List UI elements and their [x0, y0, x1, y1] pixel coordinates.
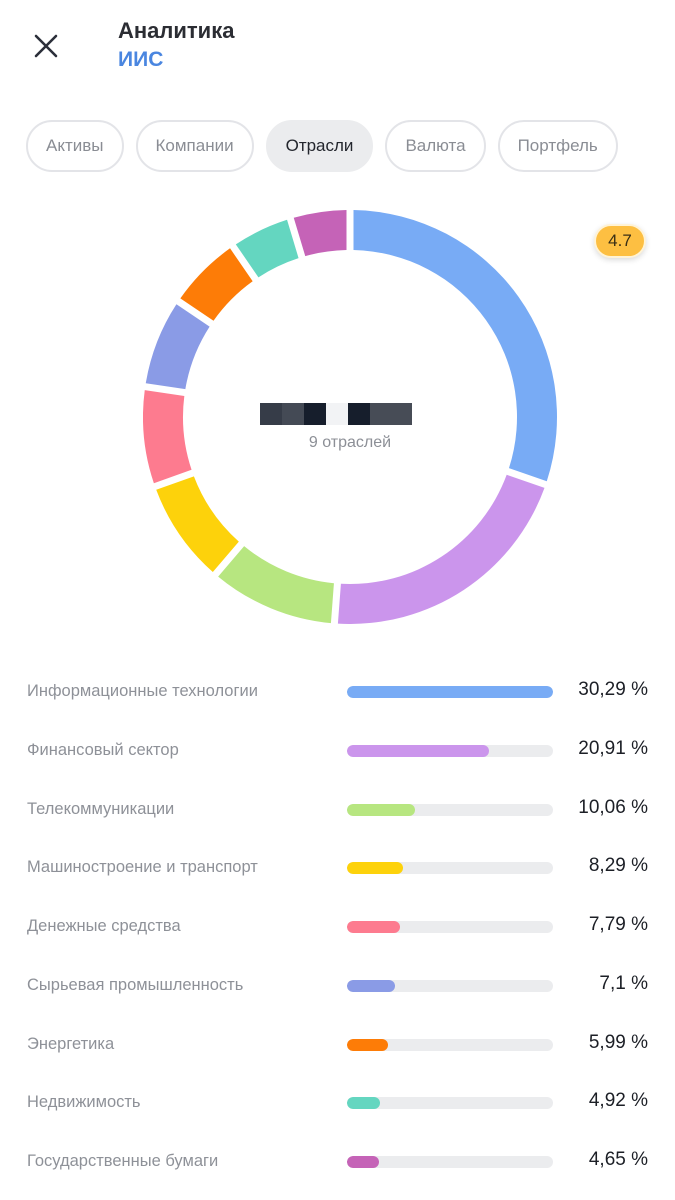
page-title: Аналитика: [118, 18, 235, 43]
sector-bar-track: [347, 803, 553, 816]
sector-percent: 4,92 %: [588, 1090, 648, 1112]
donut-ring: [143, 210, 557, 624]
sector-percent: 8,29 %: [588, 855, 648, 877]
sector-percent: 5,99 %: [588, 1031, 648, 1053]
sector-bar-track: [347, 686, 553, 698]
sector-name: Финансовый сектор: [27, 740, 179, 759]
sector-row[interactable]: Денежные средства 7,79 %: [0, 897, 675, 956]
close-icon: [34, 34, 58, 58]
sector-bar-track: [347, 1038, 553, 1051]
total-value-redacted: [260, 403, 412, 425]
sector-row[interactable]: Энергетика 5,99 %: [0, 1015, 675, 1074]
sector-bar-fill: [347, 803, 416, 816]
sector-donut-chart: 9 отраслей: [143, 210, 557, 624]
sector-row[interactable]: Машиностроение и транспорт 8,29 %: [0, 838, 675, 897]
donut-segment[interactable]: [293, 210, 347, 257]
sector-row[interactable]: Финансовый сектор 20,91 %: [0, 721, 675, 780]
account-subtitle: ИИС: [118, 48, 164, 71]
sector-row[interactable]: Сырьевая промышленность 7,1 %: [0, 956, 675, 1015]
rating-badge[interactable]: 4.7: [594, 224, 646, 258]
sector-bar-track: [347, 979, 553, 992]
sector-bar-fill: [347, 862, 404, 875]
sector-name: Информационные технологии: [27, 682, 258, 700]
donut-segment[interactable]: [337, 474, 545, 624]
donut-segment[interactable]: [180, 248, 253, 321]
sector-name: Государственные бумаги: [27, 1152, 219, 1170]
sector-row[interactable]: Государственные бумаги 4,65 %: [0, 1132, 675, 1191]
tab-sectors[interactable]: Отрасли: [265, 120, 374, 172]
donut-segment[interactable]: [143, 390, 192, 484]
sector-bar-fill: [347, 686, 553, 698]
sector-percent: 30,29 %: [578, 679, 648, 700]
tab-portfolio[interactable]: Портфель: [497, 120, 618, 172]
sector-percent: 20,91 %: [578, 737, 648, 759]
sector-bar-track: [347, 1097, 553, 1110]
sector-row[interactable]: Телекоммуникации 10,06 %: [0, 780, 675, 839]
donut-segment[interactable]: [235, 219, 299, 278]
sector-percent: 7,79 %: [588, 914, 648, 935]
sector-bar-track: [347, 862, 553, 875]
sector-percent: 4,65 %: [588, 1149, 648, 1170]
sector-bar-track: [347, 744, 553, 757]
donut-segment[interactable]: [218, 546, 334, 624]
sector-bar-fill: [347, 744, 490, 757]
sector-bar-fill: [347, 1038, 388, 1051]
donut-segment[interactable]: [353, 210, 557, 482]
tab-currency[interactable]: Валюта: [385, 120, 486, 172]
tab-companies[interactable]: Компании: [135, 120, 254, 172]
sector-bar-fill: [347, 1097, 381, 1110]
sector-name: Энергетика: [27, 1034, 115, 1053]
sector-count-label: 9 отраслей: [308, 434, 392, 451]
sector-percent: 10,06 %: [578, 796, 648, 818]
sector-bar-track: [347, 921, 553, 933]
sector-list: Информационные технологии 30,29 % Финанс…: [0, 662, 675, 1191]
sector-bar-fill: [347, 921, 400, 933]
sector-name: Сырьевая промышленность: [27, 975, 244, 994]
sector-name: Денежные средства: [27, 917, 181, 935]
donut-segment[interactable]: [145, 304, 210, 390]
analytics-tabs: Активы Компании Отрасли Валюта Портфель: [26, 120, 618, 172]
donut-segment[interactable]: [156, 476, 239, 573]
sector-name: Недвижимость: [27, 1093, 141, 1112]
close-button[interactable]: [26, 26, 66, 66]
sector-row[interactable]: Недвижимость 4,92 %: [0, 1073, 675, 1132]
tab-assets[interactable]: Активы: [26, 120, 124, 172]
sector-percent: 7,1 %: [599, 972, 648, 994]
header: Аналитика ИИС: [0, 0, 675, 100]
sector-bar-track: [347, 1156, 553, 1168]
sector-name: Машиностроение и транспорт: [27, 858, 258, 877]
sector-bar-fill: [347, 1156, 379, 1168]
sector-name: Телекоммуникации: [27, 799, 175, 818]
sector-bar-fill: [347, 979, 396, 992]
sector-row[interactable]: Информационные технологии 30,29 %: [0, 662, 675, 721]
